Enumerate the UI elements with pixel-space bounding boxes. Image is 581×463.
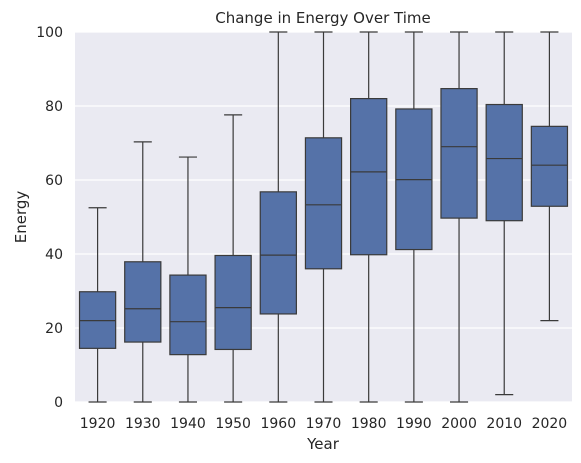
box-1990 <box>395 31 433 403</box>
box-2000 <box>440 31 478 403</box>
y-tick-label: 60 <box>45 173 63 189</box>
y-tick-label: 0 <box>54 395 63 411</box>
iqr-box <box>530 125 569 207</box>
iqr-box <box>214 254 252 351</box>
box-2020 <box>530 31 569 322</box>
x-tick-label: 2000 <box>441 416 477 432</box>
x-tick-label: 1990 <box>396 416 432 432</box>
x-tick-label: 1960 <box>260 416 296 432</box>
box-2010 <box>485 31 523 396</box>
y-tick-label: 80 <box>45 99 63 115</box>
y-axis-label: Energy <box>12 191 30 244</box>
iqr-box <box>440 88 478 219</box>
iqr-box <box>169 274 207 356</box>
iqr-box <box>485 103 523 222</box>
x-tick-label: 1950 <box>215 416 251 432</box>
x-tick-label: 1940 <box>170 416 206 432</box>
x-tick-label: 1930 <box>125 416 161 432</box>
y-tick-label: 40 <box>45 247 63 263</box>
iqr-box <box>259 191 297 315</box>
x-axis-label: Year <box>306 435 340 453</box>
chart-title: Change in Energy Over Time <box>215 9 430 27</box>
x-tick-label: 1980 <box>351 416 387 432</box>
iqr-box <box>304 137 343 270</box>
x-tick-label: 2020 <box>532 416 568 432</box>
iqr-box <box>350 97 388 256</box>
box-1930 <box>124 141 162 403</box>
y-tick-label: 20 <box>45 321 63 337</box>
box-1940 <box>169 156 207 403</box>
x-axis-ticks: 1920 1930 1940 1950 1960 1970 1980 1990 2000 2010… <box>80 416 567 432</box>
y-axis-ticks: 0 20 40 60 80 100 <box>36 25 63 411</box>
box-1960 <box>259 31 297 403</box>
x-tick-label: 2010 <box>486 416 522 432</box>
box-series <box>78 31 569 403</box>
box-1970 <box>304 31 343 403</box>
box-1920 <box>78 207 117 403</box>
iqr-box <box>124 261 162 343</box>
box-1950 <box>214 114 252 403</box>
y-tick-label: 100 <box>36 25 63 41</box>
x-tick-label: 1920 <box>80 416 116 432</box>
x-tick-label: 1970 <box>306 416 342 432</box>
box-1980 <box>350 31 388 403</box>
